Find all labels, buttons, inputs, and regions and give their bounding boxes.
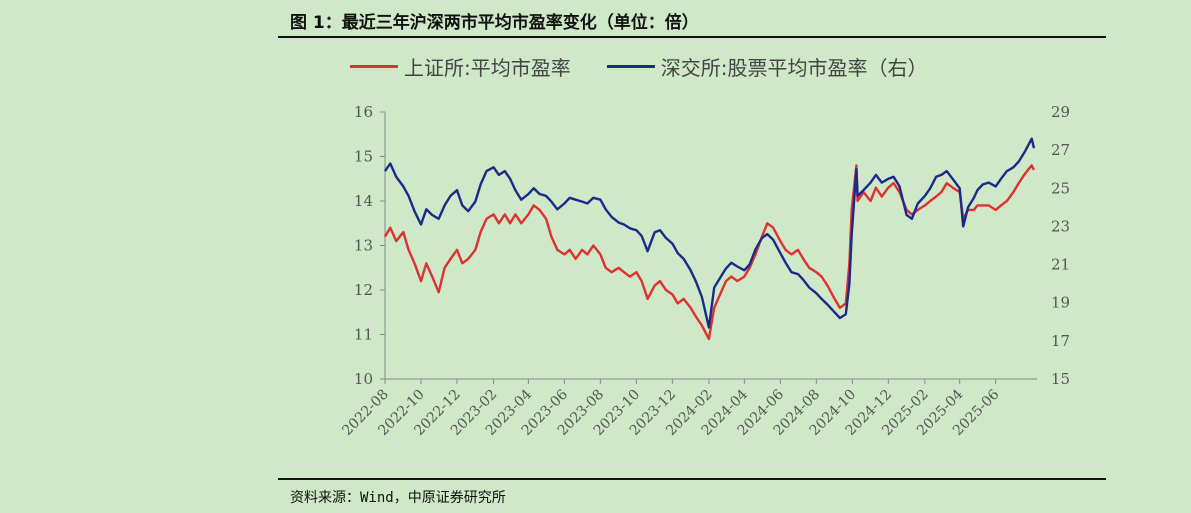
top-rule [278,36,1106,38]
y-right-tick-label: 15 [1051,370,1070,388]
legend-item-sse: 上证所:平均市盈率 [350,52,571,81]
legend: 上证所:平均市盈率 深交所:股票平均市盈率（右） [350,52,964,81]
y-left-tick-label: 15 [354,148,373,166]
y-left-tick-label: 11 [354,326,373,344]
figure-title: 图 1：最近三年沪深两市平均市盈率变化（单位：倍） [290,13,699,33]
series-line-szse [384,137,1036,329]
legend-item-szse: 深交所:股票平均市盈率（右） [606,52,928,81]
legend-label-sse: 上证所:平均市盈率 [404,56,571,80]
y-left-tick-label: 13 [354,237,373,255]
y-right-tick-label: 19 [1051,294,1070,312]
source-note: 资料来源：Wind，中原证券研究所 [290,490,506,506]
y-left-tick-label: 16 [354,103,373,121]
y-right-tick-label: 21 [1051,256,1070,274]
y-right-tick-label: 27 [1051,141,1070,159]
y-left-tick-label: 12 [354,281,373,299]
chart-axes: 1011121314151615171921232527292022-08202… [339,103,1070,439]
y-right-tick-label: 17 [1051,332,1070,350]
legend-swatch-szse [606,65,655,68]
legend-label-szse: 深交所:股票平均市盈率（右） [660,56,928,80]
series-line-sse [383,164,1036,341]
bottom-rule [278,478,1106,480]
y-right-tick-label: 25 [1051,179,1070,197]
legend-swatch-sse [350,65,398,68]
y-left-tick-label: 10 [354,370,373,388]
chart-series-lines [383,137,1036,341]
y-right-tick-label: 29 [1051,103,1070,121]
y-left-tick-label: 14 [354,192,373,210]
y-right-tick-label: 23 [1051,217,1070,235]
